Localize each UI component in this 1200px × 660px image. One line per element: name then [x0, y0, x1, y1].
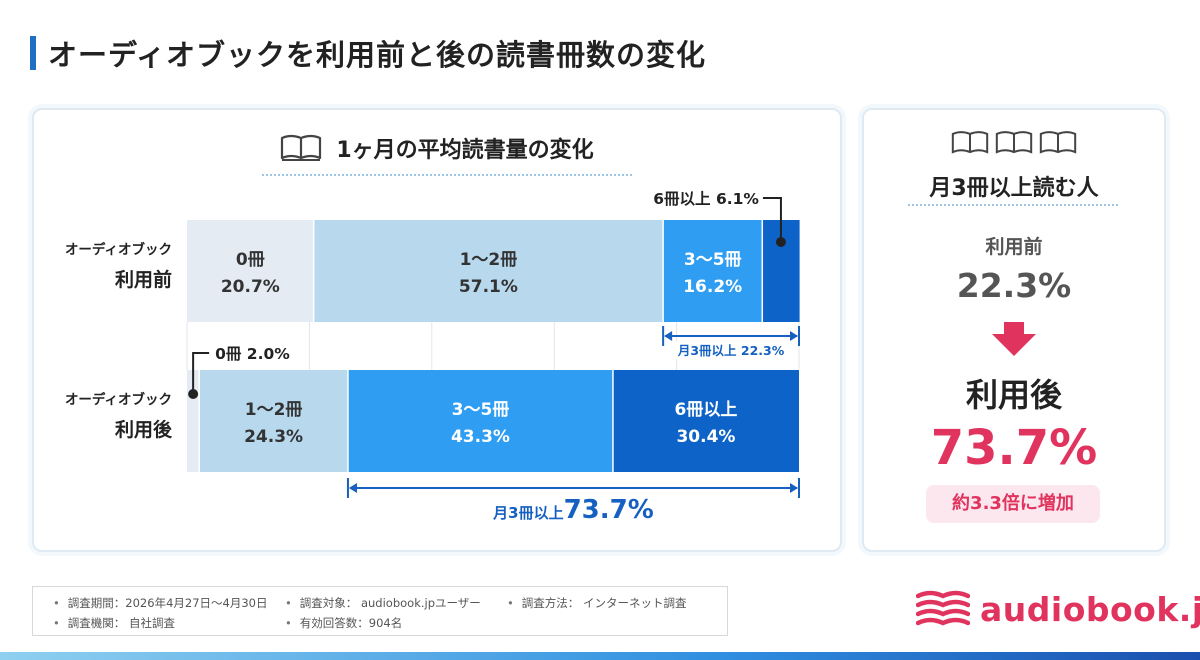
bar-segment: [187, 220, 314, 322]
segment-value-label: 20.7%: [221, 277, 280, 297]
bar-segment: [663, 220, 763, 322]
bracket-before-arrowhead: [664, 331, 673, 341]
callout-label: 6冊以上 6.1%: [653, 190, 759, 208]
bar-segment: [199, 370, 348, 472]
callout-label: 0冊 2.0%: [215, 345, 290, 363]
side-after-label: 利用後: [965, 376, 1062, 414]
logo-text: audiobook.jp: [980, 589, 1200, 629]
segment-category-label: 0冊: [236, 250, 265, 270]
audiobook-wave-logo-icon: [916, 590, 970, 626]
note-target: 調査対象： audiobook.jpユーザー: [285, 595, 481, 611]
row-label-line2: 利用前: [115, 268, 172, 291]
segment-category-label: 3〜5冊: [684, 250, 742, 270]
bracket-after-value: 73.7%: [564, 495, 654, 525]
chart-header: 1ヶ月の平均読書量の変化: [0, 132, 874, 166]
bracket-after-label: 月3冊以上73.7%: [492, 495, 654, 525]
segment-value-label: 24.3%: [244, 427, 303, 447]
side-books-icons: [862, 130, 1166, 156]
side-title: 月3冊以上読む人: [929, 176, 1099, 201]
note-org: 調査機関： 自社調査: [53, 615, 175, 631]
bracket-after-prefix: 月3冊以上: [492, 504, 563, 522]
note-responses: 有効回答数：904名: [285, 615, 402, 631]
segment-category-label: 1〜2冊: [245, 400, 303, 420]
side-before-label: 利用前: [985, 236, 1043, 258]
segment-value-label: 43.3%: [451, 427, 510, 447]
bracket-after-arrowhead: [790, 483, 798, 493]
audiobook-logo: audiobook.jp: [916, 588, 1200, 630]
callout-line: [192, 352, 210, 394]
chart-title: 1ヶ月の平均読書量の変化: [336, 138, 594, 163]
row-label-line1: オーディオブック: [65, 391, 172, 408]
bottom-gradient-strip: [0, 652, 1200, 660]
open-book-icon: [281, 134, 322, 161]
note-period: 調査期間：2026年4月27日〜4月30日: [53, 595, 268, 611]
down-arrow-icon: [992, 322, 1036, 356]
row-label-line2: 利用後: [115, 418, 173, 441]
bracket-before-arrowhead: [790, 331, 798, 341]
bracket-before-label-bg: [669, 341, 793, 359]
segment-value-label: 57.1%: [459, 277, 518, 297]
open-book-icon: [995, 131, 1033, 154]
open-book-icon: [1039, 131, 1077, 154]
increase-badge: 約3.3倍に増加: [926, 485, 1100, 523]
bracket-after-arrowhead: [348, 483, 357, 493]
bar-segment: [347, 370, 613, 472]
side-before-value: 22.3%: [956, 266, 1072, 305]
survey-notes: 調査期間：2026年4月27日〜4月30日 調査対象： audiobook.jp…: [32, 586, 728, 636]
segment-value-label: 30.4%: [676, 427, 735, 447]
chart-title-underline: [262, 174, 632, 176]
segment-category-label: 1〜2冊: [460, 250, 518, 270]
bar-segment: [612, 370, 799, 472]
callout-line: [762, 197, 782, 242]
segment-category-label: 6冊以上: [675, 400, 738, 420]
segment-category-label: 3〜5冊: [452, 400, 510, 420]
bar-segment: [313, 220, 664, 322]
bracket-before-label: 月3冊以上 22.3%: [677, 343, 785, 358]
side-after-value: 73.7%: [930, 420, 1098, 476]
open-book-icon: [951, 131, 989, 154]
row-label-line1: オーディオブック: [65, 241, 172, 258]
chart-card: [32, 108, 842, 552]
side-title-underline: [908, 204, 1118, 206]
title-accent-bar: [30, 36, 36, 70]
segment-value-label: 16.2%: [683, 277, 742, 297]
note-method: 調査方法： インターネット調査: [507, 595, 687, 611]
page-title: オーディオブックを利用前と後の読書冊数の変化: [48, 38, 706, 72]
